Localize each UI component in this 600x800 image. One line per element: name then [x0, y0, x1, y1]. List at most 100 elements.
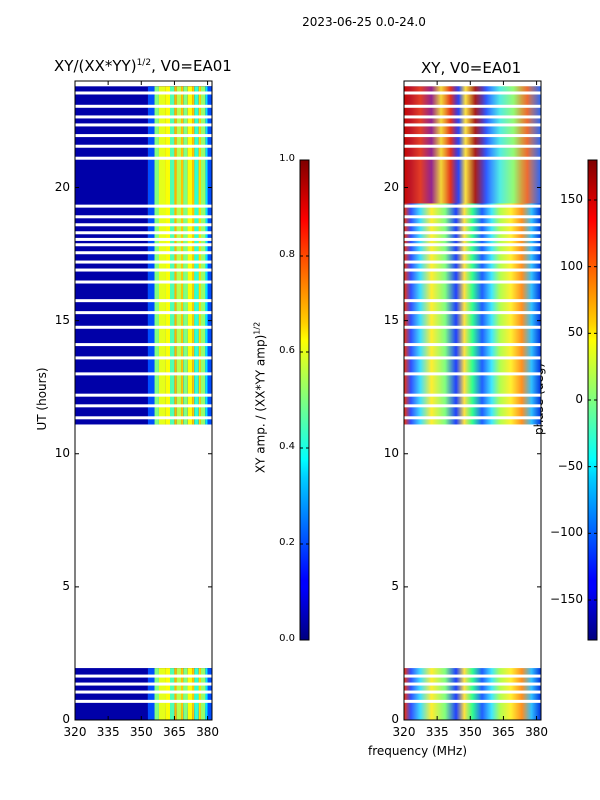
amp-band-fill — [174, 86, 177, 425]
flagged-row — [404, 144, 541, 148]
flagged-row — [75, 223, 212, 227]
x-tick-label: 380 — [525, 725, 549, 739]
flagged-row — [404, 251, 541, 255]
amp-band-fill — [181, 86, 184, 425]
y-tick-label: 10 — [383, 445, 399, 460]
amp-band-fill — [207, 86, 212, 425]
colorbar-tick-label: −50 — [557, 458, 583, 473]
colorbar-tick-label: 0.2 — [279, 537, 295, 548]
flagged-row — [404, 682, 541, 686]
colorbar-tick-label: −150 — [550, 592, 583, 606]
colorbar-tick-label: 0.8 — [279, 249, 295, 260]
flagged-row — [75, 237, 212, 241]
amp-band-fill — [198, 86, 201, 425]
figure-title: 2023-06-25 0.0-24.0 — [302, 15, 426, 29]
amp-band-fill — [176, 668, 182, 720]
x-tick-label: 380 — [196, 725, 220, 739]
flagged-row — [75, 144, 212, 148]
panel-frame-1 — [74, 80, 213, 721]
colorbar-tick-label: 1.0 — [279, 153, 295, 164]
amp-band-fill — [205, 668, 208, 720]
colorbar-tick-label: −100 — [550, 525, 583, 540]
amp-band-fill — [158, 86, 166, 425]
flagged-row — [75, 204, 212, 208]
flagged-row — [404, 404, 541, 408]
y-tick-label: 15 — [383, 312, 399, 327]
flagged-row — [75, 699, 212, 703]
flagged-row — [75, 299, 212, 303]
flagged-row — [404, 268, 541, 272]
colorbar-1 — [299, 159, 310, 641]
x-tick-label: 350 — [458, 725, 482, 739]
flagged-row — [75, 416, 212, 420]
amp-band-fill — [183, 668, 188, 720]
flagged-row — [75, 104, 212, 108]
amp-band-fill — [154, 86, 159, 425]
flagged-row — [75, 280, 212, 284]
flagged-row — [404, 372, 541, 376]
flagged-row — [404, 243, 541, 247]
amp-band-fill — [187, 668, 193, 720]
amp-band-fill — [194, 86, 199, 425]
x-tick-label: 335 — [96, 725, 120, 739]
flagged-row — [75, 325, 212, 329]
flagged-row — [404, 343, 541, 347]
amp-band-fill — [170, 668, 175, 720]
x-tick-label: 365 — [162, 725, 186, 739]
amp-band-fill — [158, 668, 166, 720]
flagged-row — [75, 690, 212, 694]
amp-band-fill — [183, 86, 188, 425]
colorbar-tick-label: 0.0 — [279, 633, 295, 644]
flagged-row — [75, 682, 212, 686]
y-tick-label: 0 — [391, 712, 399, 726]
flagged-row — [75, 260, 212, 264]
flagged-row — [75, 243, 212, 247]
flagged-row — [75, 356, 212, 360]
y-tick-label: 15 — [54, 312, 70, 327]
amp-band-fill — [170, 86, 175, 425]
colorbar-tick-label: 0.4 — [279, 441, 295, 452]
y-tick-label: 5 — [391, 578, 399, 593]
flagged-row — [75, 311, 212, 315]
y-tick-label: 0 — [62, 712, 70, 726]
amp-band-fill — [174, 668, 177, 720]
flagged-row — [75, 123, 212, 127]
amp-band-fill — [207, 668, 212, 720]
amp-band-fill — [187, 86, 193, 425]
flagged-row — [404, 231, 541, 235]
colorbar-tick-label: 50 — [567, 325, 583, 340]
amp-band-fill — [165, 668, 171, 720]
flagged-row — [404, 699, 541, 703]
flagged-row — [75, 674, 212, 678]
panel-title-amplitude: XY/(XX*YY)1/2, V0=EA01 — [54, 57, 232, 75]
amp-band-fill — [200, 668, 206, 720]
y-tick-label: 20 — [54, 179, 70, 194]
amp-band-fill — [147, 86, 155, 425]
colorbar-tick-label: 0 — [575, 392, 583, 406]
amp-band-fill — [205, 86, 208, 425]
flagged-row — [75, 215, 212, 219]
amp-band-fill — [200, 86, 206, 425]
flagged-row — [404, 134, 541, 138]
amp-band-fill — [176, 86, 182, 425]
flagged-row — [75, 393, 212, 397]
colorbar-tick-label: 150 — [560, 192, 583, 206]
amp-band-fill — [147, 668, 155, 720]
flagged-row — [75, 156, 212, 160]
flagged-row — [404, 260, 541, 264]
amp-band-fill — [192, 668, 195, 720]
x-axis-label: frequency (MHz) — [368, 744, 468, 758]
amp-band-fill — [194, 668, 199, 720]
flagged-row — [404, 356, 541, 360]
flagged-row — [404, 325, 541, 329]
x-tick-label: 320 — [392, 725, 416, 739]
flagged-row — [404, 91, 541, 95]
x-tick-label: 320 — [63, 725, 87, 739]
x-tick-label: 365 — [491, 725, 515, 739]
flagged-row — [404, 690, 541, 694]
flagged-row — [404, 115, 541, 119]
flagged-row — [75, 231, 212, 235]
amp-band-fill — [181, 668, 184, 720]
x-tick-label: 350 — [129, 725, 153, 739]
flagged-row — [404, 204, 541, 208]
